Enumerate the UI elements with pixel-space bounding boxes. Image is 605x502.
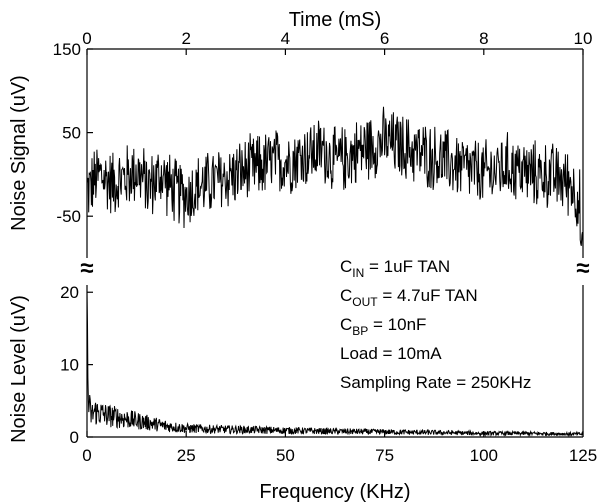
top-x-tick-label: 6 (380, 29, 389, 48)
top-x-tick-label: 4 (281, 29, 290, 48)
annotation-line: CBP = 10nF (340, 315, 426, 338)
top-panel: 0 2 4 6 8 10 150 50 -50 Time (mS) Noise Signal … (8, 9, 592, 258)
bottom-y-tick-label: 10 (60, 356, 79, 375)
bottom-x-tick-label: 75 (375, 446, 394, 465)
top-y-tick-label: -50 (56, 207, 81, 226)
top-x-tick-label: 2 (181, 29, 190, 48)
annotation-line: COUT = 4.7uF TAN (340, 286, 478, 309)
bottom-x-axis-title: Frequency (KHz) (259, 481, 410, 502)
bottom-x-tick-label: 125 (569, 446, 597, 465)
bottom-x-tick-label: 25 (177, 446, 196, 465)
axis-break-mark-left: ≈ (80, 255, 93, 282)
top-y-tick-label: 150 (53, 40, 81, 59)
top-x-tick-label: 0 (82, 29, 91, 48)
axis-break-mark-right: ≈ (576, 255, 589, 282)
top-x-tick-label: 8 (479, 29, 488, 48)
bottom-x-tick-label: 50 (276, 446, 295, 465)
time-noise-signal-series (86, 106, 584, 248)
bottom-y-tick-label: 0 (70, 428, 79, 447)
top-y-tick-label: 50 (62, 124, 81, 143)
test-conditions-annotation: CIN = 1uF TAN COUT = 4.7uF TAN CBP = 10nF L… (340, 257, 531, 392)
top-x-axis-title: Time (mS) (289, 9, 382, 31)
annotation-line: CIN = 1uF TAN (340, 257, 450, 280)
bottom-y-axis-title: Noise Level (uV) (8, 295, 30, 443)
annotation-line: Sampling Rate = 250KHz (340, 373, 531, 392)
bottom-y-tick-label: 20 (60, 283, 79, 302)
bottom-x-tick-label: 0 (82, 446, 91, 465)
top-x-tick-label: 10 (574, 29, 593, 48)
frequency-noise-level-series (86, 292, 584, 438)
bottom-x-tick-label: 100 (470, 446, 498, 465)
top-y-axis-title: Noise Signal (uV) (8, 75, 30, 231)
annotation-line: Load = 10mA (340, 344, 442, 363)
